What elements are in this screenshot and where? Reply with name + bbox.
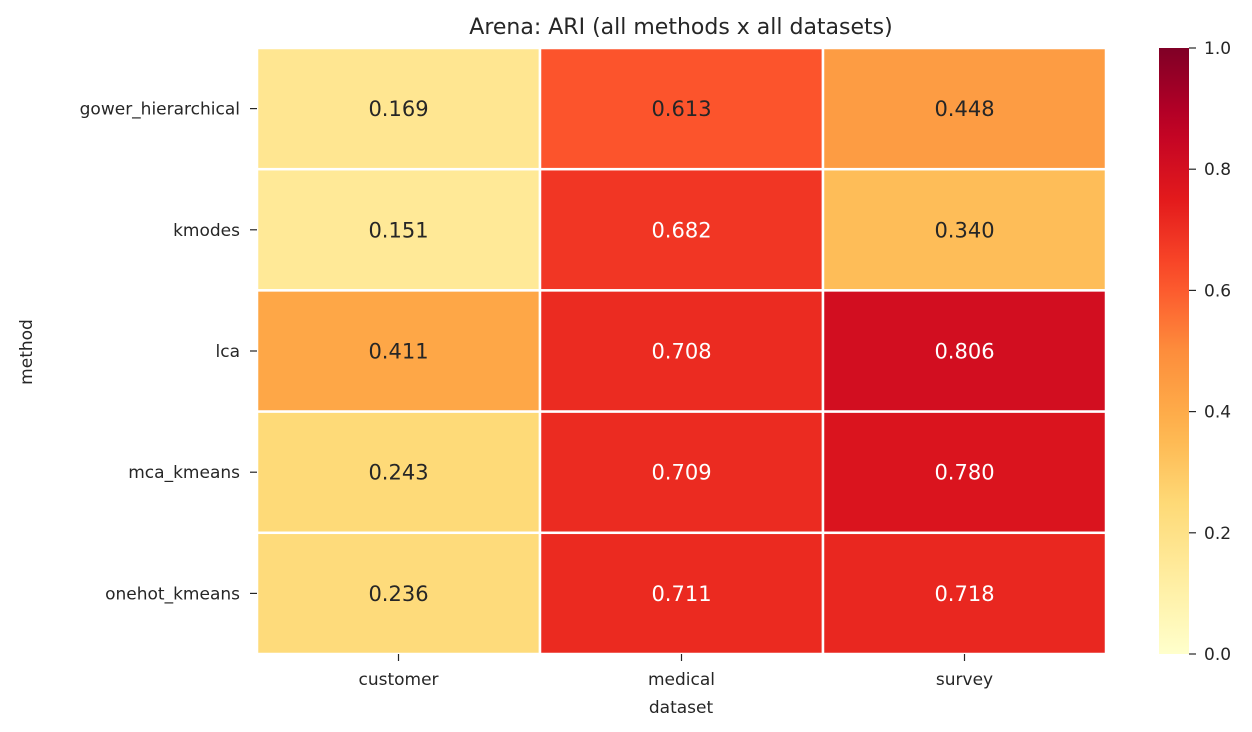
y-tick-label: kmodes	[173, 221, 240, 241]
heatmap-cell	[255, 167, 542, 292]
y-tick-label: mca_kmeans	[128, 463, 240, 483]
heatmap-cells	[255, 46, 1108, 656]
colorbar	[1159, 48, 1189, 654]
y-tick-label: gower_hierarchical	[80, 100, 240, 120]
heatmap-cell	[538, 531, 825, 656]
x-tick-label: survey	[936, 670, 993, 690]
heatmap-cell	[255, 46, 542, 171]
colorbar-ticks: 0.0 0.2 0.4 0.6 0.8 1.0	[1189, 39, 1231, 665]
colorbar-tick-label: 0.8	[1204, 160, 1231, 180]
y-tick-label: onehot_kmeans	[105, 584, 240, 604]
cell-value-label: 0.151	[368, 218, 428, 242]
chart-title: Arena: ARI (all methods x all datasets)	[469, 15, 892, 40]
cell-value-label: 0.169	[368, 97, 428, 121]
cell-value-label: 0.411	[368, 340, 428, 364]
cell-value-label: 0.708	[651, 340, 711, 364]
y-axis-label: method	[17, 319, 37, 385]
cell-value-label: 0.709	[651, 461, 711, 485]
x-tick-label: customer	[358, 670, 438, 690]
heatmap-cell	[538, 289, 825, 413]
heatmap-cell-labels: 0.169 0.613 0.448 0.151 0.682 0.340 0.411 0.708…	[368, 97, 994, 606]
heatmap-cell	[538, 46, 825, 171]
colorbar-tick-label: 1.0	[1204, 39, 1231, 59]
heatmap-cell	[821, 410, 1108, 535]
colorbar-tick-label: 0.4	[1204, 403, 1231, 423]
cell-value-label: 0.806	[934, 340, 994, 364]
x-tick-label: medical	[648, 670, 715, 690]
x-axis-label: dataset	[649, 698, 714, 718]
cell-value-label: 0.718	[934, 582, 994, 606]
cell-value-label: 0.613	[651, 97, 711, 121]
cell-value-label: 0.243	[368, 461, 428, 485]
x-axis-ticks: customer medical survey	[358, 654, 993, 690]
heatmap-cell	[255, 410, 542, 535]
cell-value-label: 0.236	[368, 582, 428, 606]
cell-value-label: 0.780	[934, 461, 994, 485]
heatmap-cell	[821, 531, 1108, 656]
colorbar-tick-label: 0.0	[1204, 645, 1231, 665]
cell-value-label: 0.448	[934, 97, 994, 121]
cell-value-label: 0.682	[651, 218, 711, 242]
heatmap-cell	[821, 167, 1108, 292]
colorbar-tick-label: 0.6	[1204, 281, 1231, 301]
y-tick-label: lca	[216, 342, 241, 362]
heatmap-cell	[821, 46, 1108, 171]
cell-value-label: 0.340	[934, 218, 994, 242]
colorbar-tick-label: 0.2	[1204, 524, 1231, 544]
cell-value-label: 0.711	[651, 582, 711, 606]
